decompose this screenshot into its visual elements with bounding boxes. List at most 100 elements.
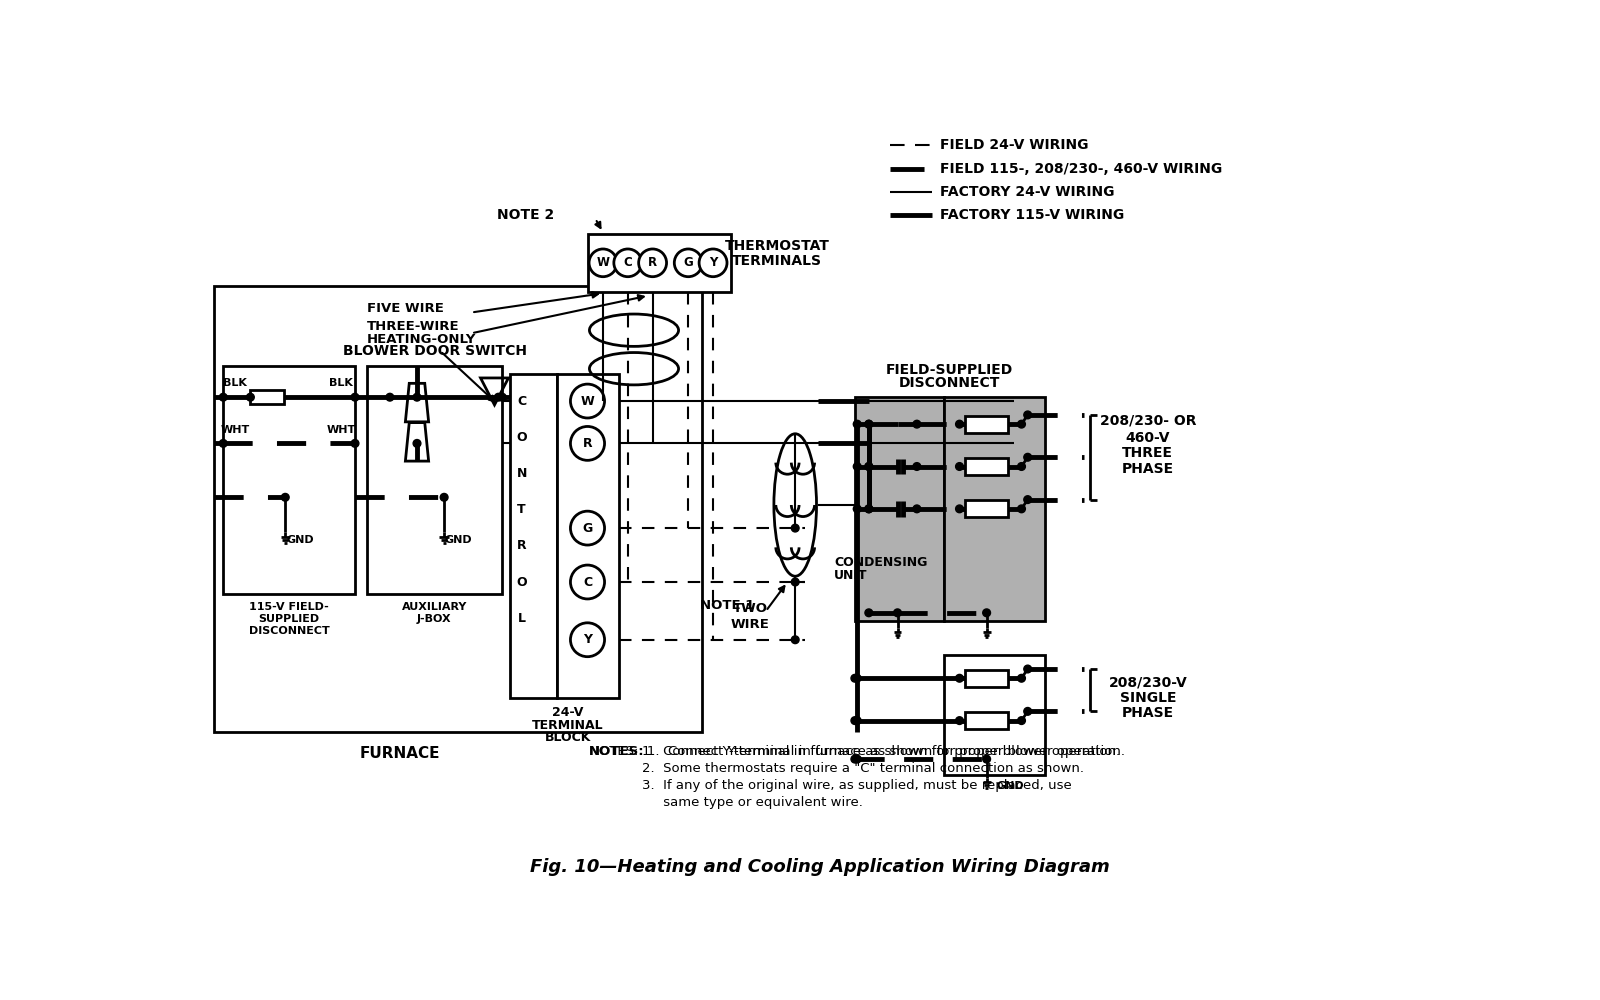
- Text: TERMINAL: TERMINAL: [533, 719, 603, 732]
- Circle shape: [866, 505, 872, 513]
- Circle shape: [1024, 708, 1032, 715]
- Circle shape: [1018, 420, 1026, 428]
- Bar: [250, 390, 285, 404]
- Circle shape: [853, 505, 861, 513]
- Text: R: R: [582, 437, 592, 450]
- Text: BLK: BLK: [330, 378, 354, 388]
- Text: R: R: [648, 256, 658, 269]
- Bar: [587, 234, 731, 292]
- Text: PHASE: PHASE: [1122, 462, 1174, 476]
- Text: FIVE WIRE: FIVE WIRE: [366, 302, 443, 315]
- Bar: [965, 670, 1008, 687]
- Circle shape: [1024, 496, 1032, 503]
- Circle shape: [792, 636, 798, 644]
- Text: 3.  If any of the original wire, as supplied, must be replaced, use: 3. If any of the original wire, as suppl…: [642, 779, 1072, 792]
- Circle shape: [219, 393, 227, 401]
- Bar: [214, 286, 702, 732]
- Text: same type or equivalent wire.: same type or equivalent wire.: [642, 796, 862, 809]
- Text: C: C: [624, 256, 632, 269]
- Circle shape: [638, 249, 667, 277]
- Circle shape: [982, 755, 990, 763]
- Text: NOTES:  1.  Connect Y-terminal in furnace as shown for proper blower operation.: NOTES: 1. Connect Y-terminal in furnace …: [589, 745, 1125, 758]
- Text: Y: Y: [709, 256, 717, 269]
- Circle shape: [955, 505, 963, 513]
- Bar: [557, 374, 619, 698]
- Text: NOTES:: NOTES:: [589, 745, 645, 758]
- Circle shape: [955, 463, 963, 470]
- Circle shape: [866, 505, 872, 513]
- Text: SINGLE: SINGLE: [1120, 690, 1176, 704]
- Text: WHT: WHT: [221, 425, 250, 435]
- Text: O: O: [517, 431, 526, 444]
- Text: HEATING-ONLY: HEATING-ONLY: [366, 333, 477, 346]
- Text: C: C: [582, 576, 592, 588]
- Circle shape: [674, 249, 702, 277]
- Circle shape: [1024, 453, 1032, 461]
- Circle shape: [851, 717, 859, 724]
- Circle shape: [866, 463, 872, 470]
- Text: W: W: [581, 395, 594, 408]
- Text: BLOCK: BLOCK: [546, 731, 592, 744]
- Text: O: O: [517, 576, 526, 588]
- Bar: [965, 712, 1008, 729]
- Text: 460-V: 460-V: [1125, 431, 1170, 445]
- Circle shape: [955, 674, 963, 682]
- Bar: [510, 374, 557, 698]
- Circle shape: [350, 440, 358, 447]
- Circle shape: [350, 393, 358, 401]
- Bar: [965, 458, 1008, 475]
- Text: 24-V: 24-V: [552, 706, 584, 719]
- Text: G: G: [582, 522, 592, 535]
- Circle shape: [853, 717, 861, 724]
- Text: WHT: WHT: [326, 425, 355, 435]
- Circle shape: [851, 755, 859, 763]
- Circle shape: [1018, 674, 1026, 682]
- Text: DISCONNECT: DISCONNECT: [248, 626, 330, 636]
- Circle shape: [792, 524, 798, 532]
- Text: NOTE 1: NOTE 1: [699, 599, 754, 612]
- Circle shape: [219, 440, 227, 447]
- Text: Y: Y: [582, 633, 592, 646]
- Circle shape: [853, 674, 861, 682]
- Circle shape: [1018, 505, 1026, 513]
- Text: GND: GND: [997, 781, 1024, 791]
- Circle shape: [866, 609, 872, 617]
- Circle shape: [792, 578, 798, 586]
- Text: T: T: [517, 503, 526, 516]
- Circle shape: [955, 420, 963, 428]
- Text: WIRE: WIRE: [731, 618, 770, 631]
- Circle shape: [413, 393, 421, 401]
- Text: DISCONNECT: DISCONNECT: [899, 376, 1000, 390]
- Circle shape: [386, 393, 394, 401]
- Bar: [854, 397, 944, 620]
- Circle shape: [589, 249, 618, 277]
- Text: W: W: [597, 256, 610, 269]
- Circle shape: [413, 440, 421, 447]
- Circle shape: [1024, 411, 1032, 419]
- Text: C: C: [517, 395, 526, 408]
- Circle shape: [866, 420, 872, 428]
- Text: 115-V FIELD-: 115-V FIELD-: [250, 602, 330, 612]
- Circle shape: [1018, 463, 1026, 470]
- Bar: [366, 366, 502, 594]
- Text: 208/230-V: 208/230-V: [1109, 675, 1187, 689]
- Text: THERMOSTAT: THERMOSTAT: [725, 239, 830, 253]
- Circle shape: [851, 674, 859, 682]
- Circle shape: [853, 755, 861, 763]
- Text: G: G: [683, 256, 693, 269]
- Text: THREE-WIRE: THREE-WIRE: [366, 320, 459, 333]
- Text: FURNACE: FURNACE: [360, 746, 440, 761]
- Bar: [224, 366, 355, 594]
- Circle shape: [282, 493, 290, 501]
- Text: NOTE 2: NOTE 2: [498, 208, 554, 222]
- Text: J-BOX: J-BOX: [418, 614, 451, 624]
- Circle shape: [1018, 717, 1026, 724]
- Text: FACTORY 24-V WIRING: FACTORY 24-V WIRING: [941, 185, 1115, 199]
- Bar: [965, 500, 1008, 517]
- Text: THREE: THREE: [1122, 446, 1173, 460]
- Bar: [944, 655, 1045, 774]
- Text: SUPPLIED: SUPPLIED: [259, 614, 320, 624]
- Text: AUXILIARY: AUXILIARY: [402, 602, 467, 612]
- Bar: [944, 397, 1045, 620]
- Circle shape: [853, 420, 861, 428]
